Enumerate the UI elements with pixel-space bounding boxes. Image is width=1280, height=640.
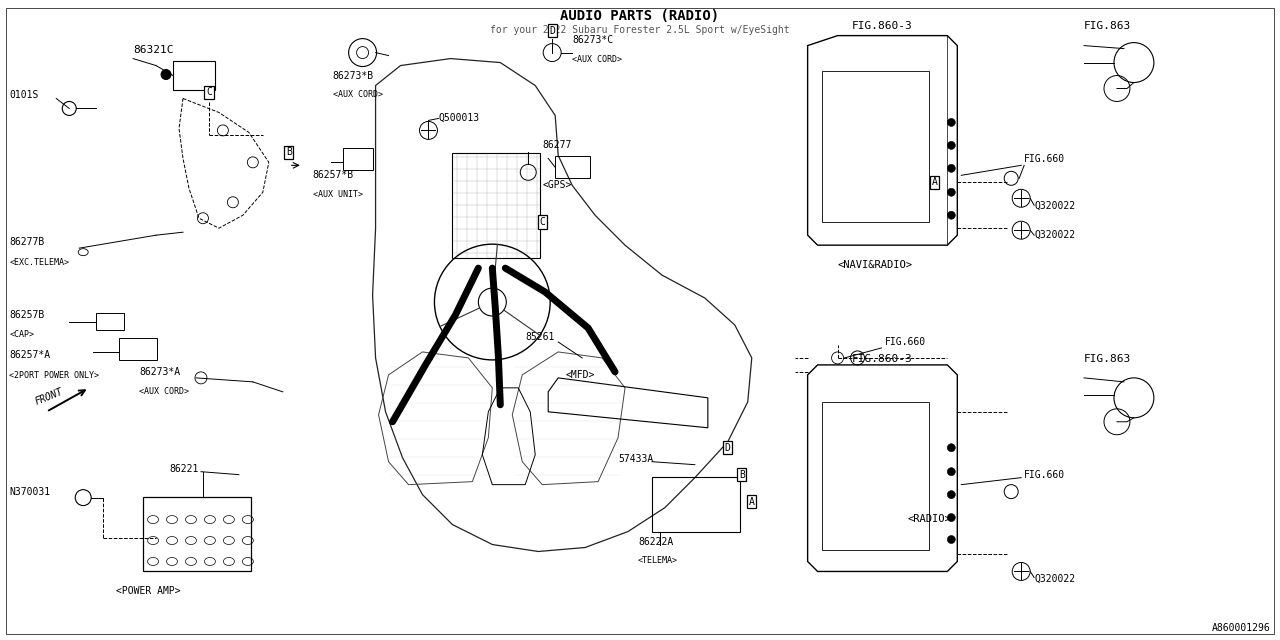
Circle shape: [947, 491, 955, 499]
Text: FIG.863: FIG.863: [1084, 20, 1132, 31]
Text: FIG.660: FIG.660: [1024, 470, 1065, 479]
Text: D: D: [549, 26, 556, 36]
Circle shape: [947, 468, 955, 476]
Bar: [173, 61, 215, 90]
Text: 0101S: 0101S: [9, 90, 38, 100]
Text: N370031: N370031: [9, 486, 50, 497]
Text: <RADIO>: <RADIO>: [908, 513, 951, 524]
Text: Q320022: Q320022: [1034, 200, 1075, 211]
Text: <MFD>: <MFD>: [566, 370, 594, 380]
Text: A860001296: A860001296: [1212, 623, 1271, 634]
Text: 86273*A: 86273*A: [140, 367, 180, 377]
Circle shape: [947, 164, 955, 172]
Text: FRONT: FRONT: [33, 387, 64, 407]
Text: B: B: [285, 147, 292, 157]
Text: FIG.863: FIG.863: [1084, 354, 1132, 364]
Text: for your 2022 Subaru Forester 2.5L Sport w/EyeSight: for your 2022 Subaru Forester 2.5L Sport…: [490, 25, 790, 35]
Bar: [343, 148, 372, 170]
Text: B: B: [739, 470, 745, 479]
Bar: [143, 497, 251, 572]
Text: 86277B: 86277B: [9, 237, 45, 247]
Text: C: C: [206, 88, 212, 97]
Bar: [652, 477, 740, 532]
Text: FIG.660: FIG.660: [884, 337, 925, 347]
Circle shape: [161, 70, 172, 79]
Text: 85261: 85261: [525, 332, 554, 342]
Circle shape: [947, 444, 955, 452]
Circle shape: [947, 141, 955, 149]
Circle shape: [947, 536, 955, 543]
Text: D: D: [724, 443, 731, 452]
Text: <NAVI&RADIO>: <NAVI&RADIO>: [837, 260, 913, 270]
Text: <EXC.TELEMA>: <EXC.TELEMA>: [9, 258, 69, 267]
Text: <GPS>: <GPS>: [543, 180, 572, 190]
Text: A: A: [749, 497, 755, 507]
Text: FIG.660: FIG.660: [1024, 154, 1065, 164]
Text: <TELEMA>: <TELEMA>: [637, 556, 678, 566]
Text: 86222A: 86222A: [637, 536, 673, 547]
Text: <AUX CORD>: <AUX CORD>: [572, 54, 622, 63]
Text: <AUX CORD>: <AUX CORD>: [140, 387, 189, 396]
Text: <CAP>: <CAP>: [9, 330, 35, 339]
Circle shape: [947, 188, 955, 196]
Text: 57433A: 57433A: [618, 454, 653, 464]
Text: Q500013: Q500013: [439, 113, 480, 122]
Text: C: C: [539, 217, 545, 227]
Text: <POWER AMP>: <POWER AMP>: [116, 586, 180, 596]
Bar: [556, 156, 590, 179]
Bar: [822, 402, 929, 550]
Text: 86257*A: 86257*A: [9, 350, 50, 360]
Text: 86221: 86221: [169, 463, 198, 474]
Circle shape: [947, 211, 955, 220]
Bar: [119, 338, 157, 360]
Text: <2PORT POWER ONLY>: <2PORT POWER ONLY>: [9, 371, 100, 380]
Text: 86257B: 86257B: [9, 310, 45, 320]
Text: Q320022: Q320022: [1034, 230, 1075, 240]
Text: FIG.860-3: FIG.860-3: [851, 20, 913, 31]
Circle shape: [947, 118, 955, 127]
Text: FIG.860-3: FIG.860-3: [851, 354, 913, 364]
Text: 86257*B: 86257*B: [312, 170, 353, 180]
Bar: [452, 154, 540, 258]
Text: <AUX CORD>: <AUX CORD>: [333, 90, 383, 99]
Text: Q320022: Q320022: [1034, 573, 1075, 584]
Text: <AUX UNIT>: <AUX UNIT>: [312, 190, 362, 199]
Text: A: A: [932, 177, 937, 188]
Bar: [822, 70, 929, 222]
Bar: [96, 313, 124, 330]
Text: 86273*C: 86273*C: [572, 35, 613, 45]
Text: 86321C: 86321C: [133, 45, 174, 54]
Text: AUDIO PARTS (RADIO): AUDIO PARTS (RADIO): [561, 9, 719, 22]
Text: 86273*B: 86273*B: [333, 70, 374, 81]
Text: 86277: 86277: [543, 140, 572, 150]
Circle shape: [947, 513, 955, 522]
